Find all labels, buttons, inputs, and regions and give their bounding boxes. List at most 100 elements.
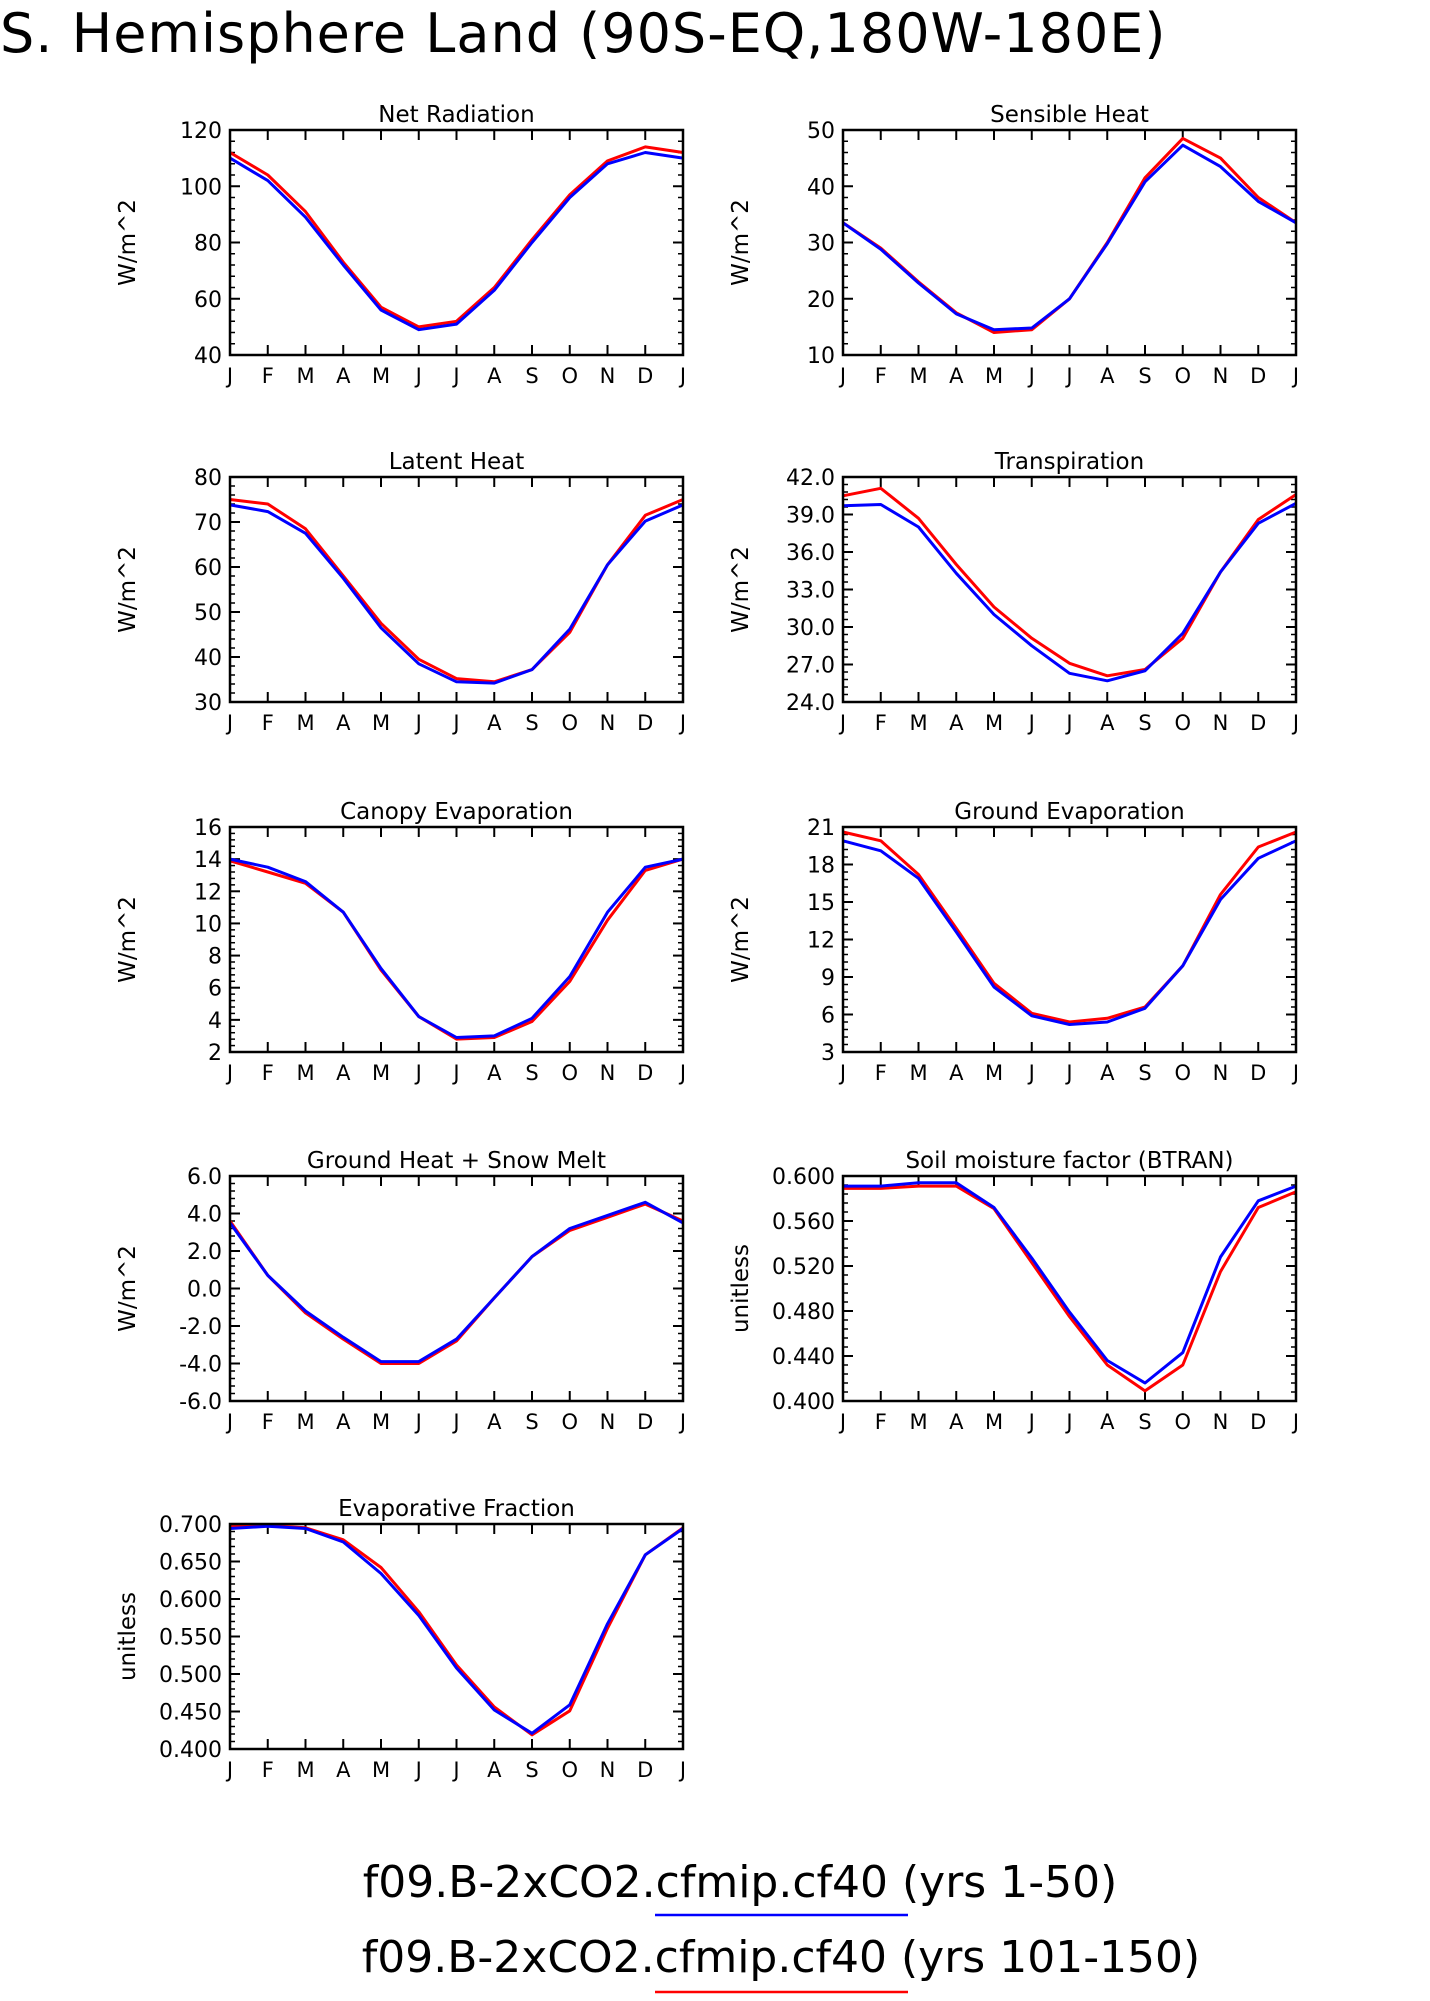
y-tick-label: 21 xyxy=(807,816,835,841)
x-tick-label: A xyxy=(949,1061,964,1085)
x-tick-label: O xyxy=(561,1758,578,1782)
series-line-1 xyxy=(229,145,684,329)
x-tick-label: J xyxy=(414,1061,422,1085)
series-line-2 xyxy=(229,1524,684,1735)
y-tick-label: 40 xyxy=(194,646,222,671)
y-tick-label: 40 xyxy=(807,175,835,200)
y-tick-label: 40 xyxy=(194,344,222,369)
x-tick-label: J xyxy=(451,1061,459,1085)
x-tick-label: A xyxy=(487,1061,502,1085)
y-tick-label: 18 xyxy=(807,854,835,879)
y-tick-label: 30 xyxy=(194,691,222,716)
x-tick-label: S xyxy=(525,711,538,735)
y-tick-label: 4 xyxy=(208,1009,222,1034)
x-tick-label: M xyxy=(296,364,314,388)
x-tick-label: A xyxy=(487,711,502,735)
y-tick-label: 16 xyxy=(194,816,222,841)
y-tick-label: 60 xyxy=(194,288,222,313)
y-tick-label: 0.450 xyxy=(159,1701,222,1726)
x-tick-label: S xyxy=(1138,364,1151,388)
x-tick-label: D xyxy=(637,711,653,735)
y-tick-label: 0.500 xyxy=(159,1663,222,1688)
y-tick-label: 12 xyxy=(807,929,835,954)
x-tick-label: A xyxy=(336,364,351,388)
y-tick-label: 0.0 xyxy=(187,1278,222,1303)
plot-frame xyxy=(841,475,1298,704)
x-tick-label: S xyxy=(1138,711,1151,735)
x-tick-label: N xyxy=(1213,1061,1229,1085)
x-tick-label: A xyxy=(487,1410,502,1434)
y-tick-label: 20 xyxy=(807,288,835,313)
y-tick-label: -2.0 xyxy=(179,1315,222,1340)
x-tick-label: J xyxy=(1064,1410,1072,1434)
y-tick-label: 9 xyxy=(821,966,835,991)
y-axis-label: W/m^2 xyxy=(728,546,754,633)
x-tick-label: F xyxy=(875,711,887,735)
x-tick-label: J xyxy=(414,1410,422,1434)
x-tick-label: M xyxy=(985,1410,1003,1434)
y-tick-label: 0.520 xyxy=(772,1255,835,1280)
y-axis-label: W/m^2 xyxy=(115,199,141,286)
x-tick-label: D xyxy=(637,1061,653,1085)
plot-frame xyxy=(841,825,1298,1054)
x-tick-label: M xyxy=(909,711,927,735)
y-tick-label: 100 xyxy=(180,175,222,200)
x-tick-label: J xyxy=(451,1758,459,1782)
x-tick-label: F xyxy=(262,1758,274,1782)
x-tick-label: J xyxy=(678,1061,686,1085)
x-tick-label: J xyxy=(838,364,846,388)
x-tick-label: J xyxy=(678,711,686,735)
x-tick-label: M xyxy=(909,364,927,388)
x-tick-label: M xyxy=(296,711,314,735)
y-tick-label: 3 xyxy=(821,1041,835,1066)
panel-title: Soil moisture factor (BTRAN) xyxy=(905,1148,1233,1174)
x-tick-label: M xyxy=(372,1758,390,1782)
panel-title: Ground Evaporation xyxy=(954,799,1184,825)
y-tick-label: 14 xyxy=(194,848,222,873)
legend-label-1: f09.B-2xCO2.cfmip.cf40 (yrs 1-50) xyxy=(363,1857,1117,1908)
x-tick-label: J xyxy=(1291,711,1299,735)
panel-title: Ground Heat + Snow Melt xyxy=(307,1148,606,1174)
x-tick-label: D xyxy=(1250,711,1266,735)
x-tick-label: N xyxy=(1213,364,1229,388)
x-tick-label: F xyxy=(262,711,274,735)
plot-frame xyxy=(841,128,1298,357)
y-axis-label: W/m^2 xyxy=(115,1245,141,1332)
x-tick-label: J xyxy=(414,711,422,735)
x-tick-label: O xyxy=(1174,1410,1191,1434)
y-tick-label: 0.480 xyxy=(772,1300,835,1325)
x-tick-label: A xyxy=(1100,1410,1115,1434)
x-tick-label: A xyxy=(487,1758,502,1782)
x-tick-label: M xyxy=(372,711,390,735)
y-tick-label: 24.0 xyxy=(786,691,835,716)
y-tick-label: 6 xyxy=(208,977,222,1002)
y-tick-label: 12 xyxy=(194,880,222,905)
x-tick-label: M xyxy=(296,1061,314,1085)
y-tick-label: 0.560 xyxy=(772,1210,835,1235)
y-tick-label: 50 xyxy=(807,119,835,144)
x-tick-label: O xyxy=(1174,1061,1191,1085)
y-axis-label: W/m^2 xyxy=(115,546,141,633)
x-tick-label: A xyxy=(336,711,351,735)
x-tick-label: O xyxy=(561,711,578,735)
x-tick-label: N xyxy=(600,1758,616,1782)
x-tick-label: J xyxy=(1064,711,1072,735)
x-tick-label: J xyxy=(678,1410,686,1434)
plot-frame xyxy=(228,825,685,1054)
x-tick-label: F xyxy=(262,364,274,388)
series-line-1 xyxy=(229,498,684,684)
x-tick-label: A xyxy=(949,1410,964,1434)
x-tick-label: M xyxy=(372,1410,390,1434)
x-tick-label: J xyxy=(1027,1410,1035,1434)
y-tick-label: 6 xyxy=(821,1004,835,1029)
series-line-2 xyxy=(228,1200,684,1364)
plot-frame xyxy=(228,1522,685,1751)
plot-frame xyxy=(228,128,685,357)
x-tick-label: M xyxy=(296,1410,314,1434)
x-tick-label: J xyxy=(1027,1061,1035,1085)
